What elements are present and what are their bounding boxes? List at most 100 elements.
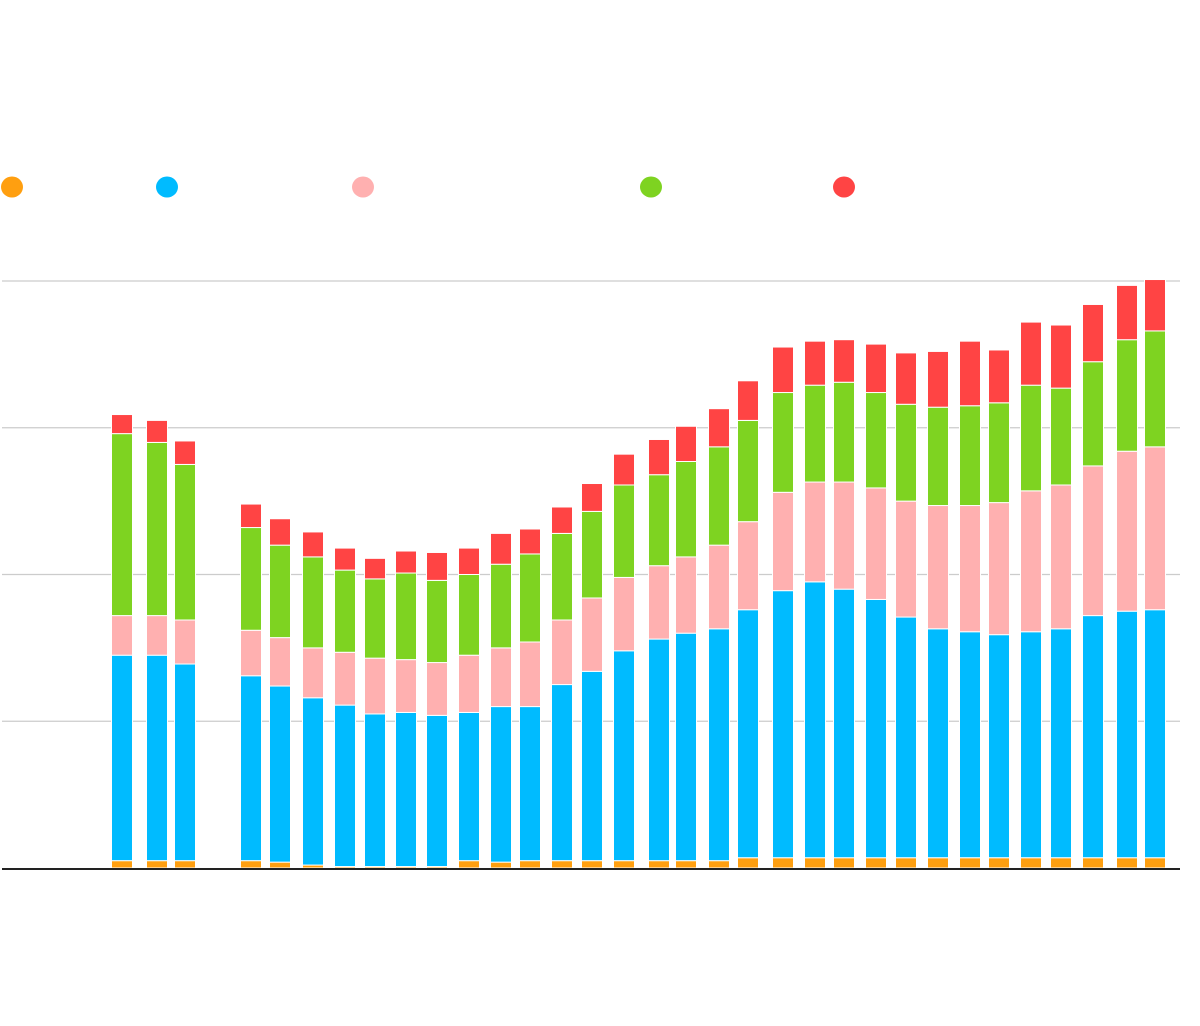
bar-segment-22-series-4 [804, 384, 826, 483]
bar-segment-26-series-1 [927, 857, 949, 869]
legend-marker-series-5 [833, 176, 855, 198]
bar-segment-28-series-4 [988, 402, 1010, 504]
bar-segment-19-series-3 [708, 544, 730, 630]
bar-segment-5-series-2 [269, 685, 291, 863]
bar-segment-1-series-2 [111, 654, 133, 862]
bar-segment-19-series-1 [708, 860, 730, 869]
bar-segment-26-series-3 [927, 505, 949, 630]
bar-segment-3-series-2 [174, 663, 196, 862]
bar-segment-4-series-2 [240, 675, 262, 862]
bar-segment-22-series-5 [804, 340, 826, 386]
bar-segment-11-series-2 [458, 711, 480, 862]
bar-segment-27-series-4 [959, 405, 981, 507]
bar-segment-11-series-1 [458, 860, 480, 869]
bar-segment-12-series-5 [490, 532, 512, 565]
bar-segment-20-series-3 [737, 521, 759, 611]
bar-segment-6-series-5 [302, 531, 324, 558]
bar-segment-23-series-2 [833, 588, 855, 859]
bar-segment-17-series-4 [648, 474, 670, 567]
bar-segment-28-series-5 [988, 349, 1010, 404]
bar-segment-4-series-4 [240, 527, 262, 631]
bar-segment-24-series-1 [865, 857, 887, 869]
legend-marker-series-1 [1, 176, 23, 198]
bar-segment-4-series-3 [240, 629, 262, 677]
legend [1, 176, 855, 198]
bar-segment-20-series-1 [737, 857, 759, 869]
bar-segment-15-series-3 [581, 597, 603, 672]
bar-segment-5-series-5 [269, 518, 291, 546]
bar-segment-20-series-4 [737, 419, 759, 523]
bar-segment-18-series-3 [675, 556, 697, 634]
bar-segment-32-series-2 [1116, 610, 1138, 859]
bar-segment-9-series-2 [395, 711, 417, 868]
bar-segment-31-series-3 [1082, 465, 1104, 617]
bar-segment-5-series-3 [269, 637, 291, 687]
bar-segment-2-series-4 [146, 441, 168, 617]
bar-segment-24-series-3 [865, 487, 887, 600]
bar-segment-10-series-2 [426, 714, 448, 868]
bar-segment-25-series-5 [895, 352, 917, 405]
bar-segment-19-series-2 [708, 628, 730, 862]
bar-segment-27-series-1 [959, 857, 981, 869]
bar-segment-16-series-3 [613, 576, 635, 652]
bar-segment-17-series-3 [648, 565, 670, 640]
bar-segment-1-series-4 [111, 433, 133, 617]
bar-segment-20-series-2 [737, 609, 759, 859]
bar-segment-12-series-4 [490, 563, 512, 649]
bar-segment-11-series-3 [458, 654, 480, 713]
legend-marker-series-4 [640, 176, 662, 198]
legend-marker-series-2 [156, 176, 178, 198]
bar-segment-16-series-1 [613, 860, 635, 869]
bar-segment-10-series-5 [426, 551, 448, 581]
bar-segment-13-series-4 [519, 553, 541, 643]
bar-segment-16-series-5 [613, 453, 635, 486]
bar-segment-1-series-5 [111, 414, 133, 435]
bar-segment-3-series-5 [174, 440, 196, 465]
bar-segment-30-series-4 [1050, 387, 1072, 486]
bar-segment-29-series-2 [1020, 631, 1042, 859]
bar-segment-17-series-1 [648, 860, 670, 869]
bar-segment-7-series-2 [334, 704, 356, 868]
bar-segment-7-series-4 [334, 569, 356, 653]
bar-segment-9-series-4 [395, 572, 417, 661]
bar-segment-14-series-1 [551, 860, 573, 869]
bars [111, 279, 1166, 869]
bar-segment-31-series-4 [1082, 361, 1104, 467]
bar-segment-31-series-5 [1082, 303, 1104, 363]
bar-segment-24-series-4 [865, 392, 887, 489]
bar-segment-8-series-2 [364, 713, 386, 868]
bar-segment-11-series-5 [458, 547, 480, 576]
bar-segment-30-series-2 [1050, 628, 1072, 859]
bar-segment-5-series-1 [269, 861, 291, 869]
bar-segment-25-series-4 [895, 403, 917, 502]
bar-segment-32-series-3 [1116, 450, 1138, 612]
bar-segment-26-series-5 [927, 350, 949, 408]
bar-segment-18-series-1 [675, 860, 697, 869]
bar-segment-13-series-5 [519, 528, 541, 555]
bar-segment-6-series-2 [302, 697, 324, 866]
bar-segment-21-series-2 [772, 590, 794, 859]
bar-segment-21-series-3 [772, 491, 794, 592]
bar-segment-9-series-3 [395, 659, 417, 713]
bar-segment-32-series-4 [1116, 339, 1138, 452]
bar-segment-20-series-5 [737, 380, 759, 421]
bar-segment-27-series-2 [959, 631, 981, 859]
bar-segment-22-series-1 [804, 857, 826, 869]
bar-segment-27-series-5 [959, 340, 981, 407]
bar-segment-7-series-5 [334, 547, 356, 571]
bar-segment-33-series-1 [1144, 857, 1166, 869]
bar-segment-5-series-4 [269, 544, 291, 639]
bar-segment-15-series-4 [581, 510, 603, 599]
bar-segment-23-series-1 [833, 857, 855, 869]
bar-segment-30-series-3 [1050, 484, 1072, 630]
bar-segment-14-series-2 [551, 684, 573, 862]
bar-segment-15-series-1 [581, 860, 603, 869]
bar-segment-29-series-1 [1020, 857, 1042, 869]
bar-segment-12-series-2 [490, 706, 512, 863]
bar-segment-17-series-5 [648, 438, 670, 476]
bar-segment-15-series-5 [581, 483, 603, 512]
bar-segment-11-series-4 [458, 574, 480, 656]
bar-segment-8-series-5 [364, 557, 386, 580]
bar-segment-25-series-3 [895, 500, 917, 618]
